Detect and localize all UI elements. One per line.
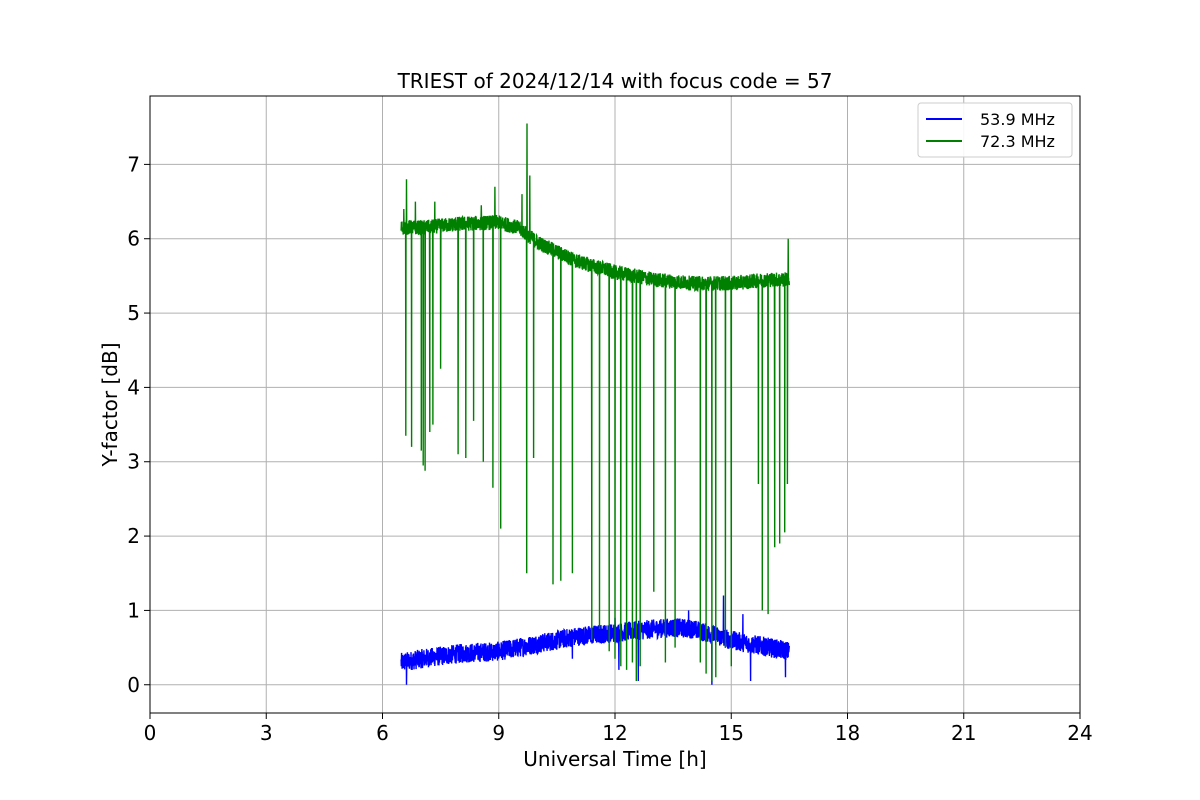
- y-tick-label: 4: [127, 375, 140, 399]
- y-tick-label: 3: [127, 450, 140, 474]
- series-0: [400, 595, 790, 685]
- x-tick-label: 0: [144, 721, 157, 745]
- x-tick-label: 24: [1067, 721, 1092, 745]
- legend: 53.9 MHz 72.3 MHz: [917, 102, 1073, 158]
- chart-title: TRIEST of 2024/12/14 with focus code = 5…: [397, 69, 833, 93]
- x-tick-label: 3: [260, 721, 273, 745]
- series-line-0: [400, 595, 790, 685]
- y-tick-label: 6: [127, 227, 140, 251]
- y-tick-label: 0: [127, 673, 140, 697]
- legend-label: 53.9 MHz: [980, 110, 1055, 129]
- y-tick-label: 2: [127, 524, 140, 548]
- x-tick-label: 6: [376, 721, 389, 745]
- series-1: [400, 123, 790, 682]
- legend-box: [917, 102, 1073, 158]
- y-tick-label: 7: [127, 152, 140, 176]
- x-tick-label: 18: [835, 721, 860, 745]
- x-tick-label: 21: [951, 721, 976, 745]
- series-layer: [400, 123, 790, 685]
- x-tick-label: 9: [492, 721, 505, 745]
- legend-label: 72.3 MHz: [980, 132, 1055, 151]
- y-tick-label: 5: [127, 301, 140, 325]
- y-axis-label: Y-factor [dB]: [98, 342, 122, 467]
- x-tick-label: 12: [602, 721, 627, 745]
- x-axis-label: Universal Time [h]: [523, 747, 706, 771]
- y-tick-label: 1: [127, 598, 140, 622]
- series-line-1: [400, 123, 790, 682]
- x-tick-label: 15: [719, 721, 744, 745]
